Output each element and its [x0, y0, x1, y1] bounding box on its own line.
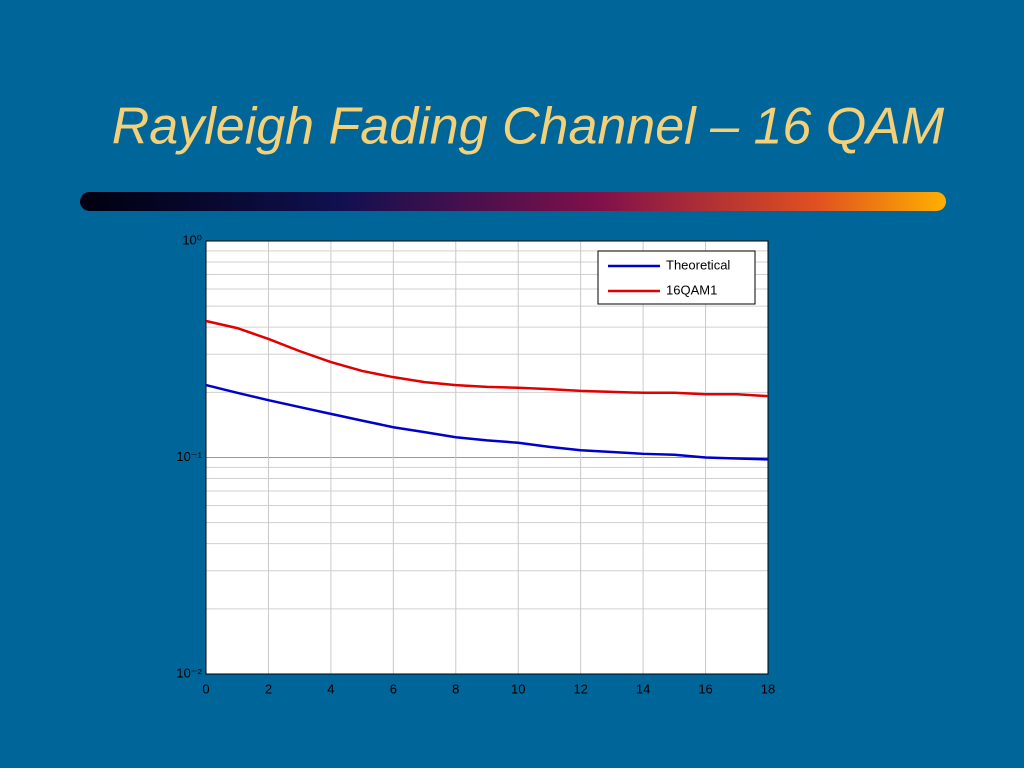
- divider-bar: [80, 192, 946, 211]
- slide-title: Rayleigh Fading Channel – 16 QAM: [112, 98, 945, 156]
- y-tick-label: 10⁻²: [176, 665, 202, 680]
- x-tick-label: 0: [202, 681, 209, 696]
- y-tick-label: 10⁻¹: [176, 449, 202, 464]
- legend-label: 16QAM1: [666, 282, 717, 297]
- x-tick-label: 16: [698, 681, 712, 696]
- x-tick-label: 6: [390, 681, 397, 696]
- x-tick-label: 14: [636, 681, 650, 696]
- data-line: [205, 319, 769, 398]
- legend-label: Theoretical: [666, 257, 730, 272]
- x-tick-label: 2: [265, 681, 272, 696]
- x-tick-label: 18: [761, 681, 775, 696]
- legend-box: [597, 250, 756, 305]
- x-tick-label: 4: [327, 681, 334, 696]
- y-tick-label: 10⁰: [182, 232, 202, 247]
- data-line: [205, 383, 769, 461]
- x-tick-label: 12: [573, 681, 587, 696]
- x-tick-label: 8: [452, 681, 459, 696]
- x-tick-label: 10: [511, 681, 525, 696]
- plot-frame: [205, 240, 769, 675]
